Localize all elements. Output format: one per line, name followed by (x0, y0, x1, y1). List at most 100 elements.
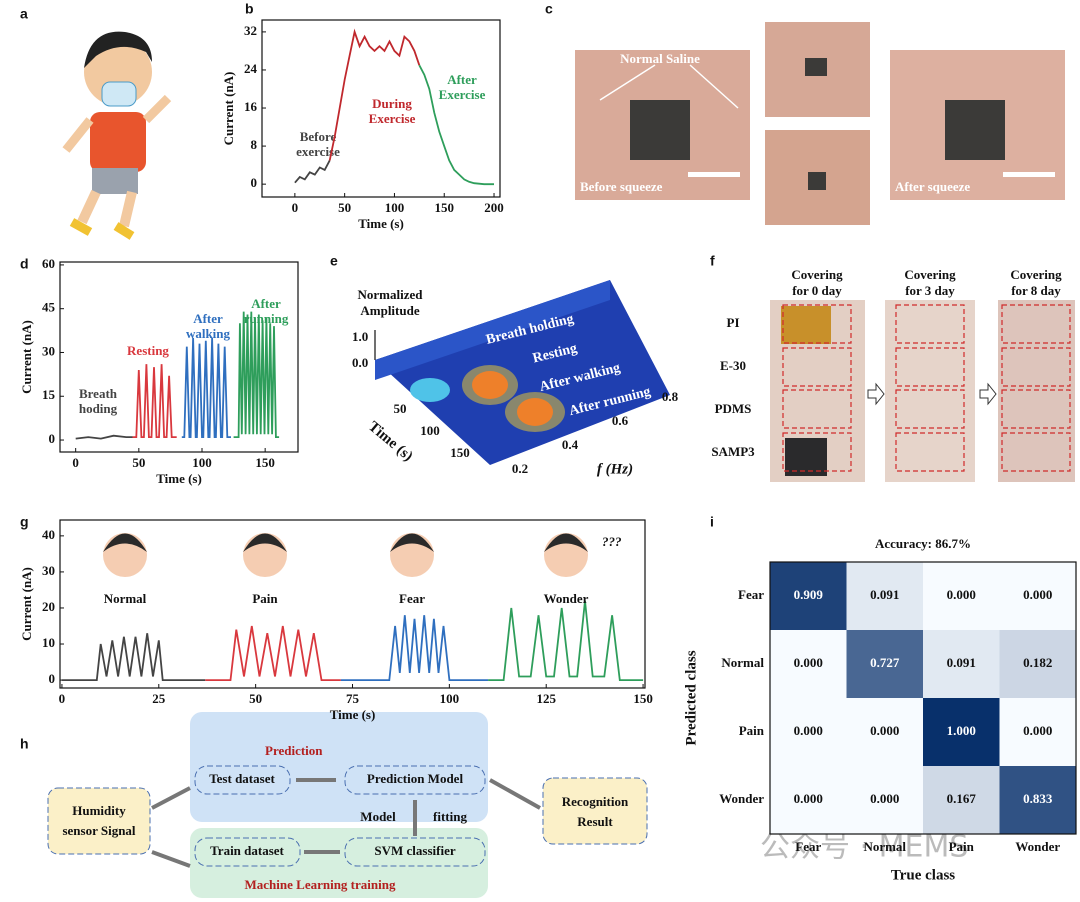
sample-box (782, 347, 852, 387)
line-series (340, 615, 489, 681)
runner-cartoon (62, 31, 172, 240)
row-label: SAMP3 (711, 444, 755, 459)
annotation: ??? (602, 534, 622, 549)
heatmap-cell (846, 766, 923, 834)
cell-label: 0.833 (1023, 791, 1053, 806)
column-header: for 0 day (792, 283, 842, 298)
x-tick-label: 200 (484, 200, 504, 215)
row-label: E-30 (720, 358, 746, 373)
y-tick-label: 40 (42, 527, 55, 542)
column-header: Covering (791, 267, 843, 282)
diagram-node: Humidity (72, 803, 126, 818)
diagram-node: Test dataset (209, 771, 275, 786)
series-label: Pain (252, 591, 278, 606)
heatmap-cell (846, 630, 923, 698)
series-label: Breath hoding (79, 386, 118, 416)
sample-box (782, 304, 852, 344)
series-label: Before exercise (296, 129, 340, 159)
sample-box (895, 347, 965, 387)
diagram-text: Model (360, 809, 396, 824)
tick-label: 0.2 (512, 461, 528, 476)
x-tick-label: 25 (152, 691, 166, 706)
cell-label: 1.000 (947, 723, 976, 738)
sample-box (1001, 347, 1071, 387)
hair (390, 533, 434, 552)
heatmap-cell (846, 562, 923, 630)
series-label: After running (244, 296, 289, 326)
y-tick-label: 10 (42, 635, 55, 650)
axis-label: Normalized (358, 287, 424, 302)
heatmap-cell (999, 562, 1076, 630)
x-axis-label: Time (s) (156, 471, 202, 486)
diagram-text: fitting (433, 809, 467, 824)
diagram-text: Machine Learning training (245, 877, 396, 892)
cell-label: 0.000 (794, 791, 823, 806)
y-axis-label: Predicted class (683, 650, 699, 745)
panel-label: d (20, 256, 29, 272)
heatmap-cell (770, 698, 847, 766)
column-header: Covering (1010, 267, 1062, 282)
panel-label: g (20, 514, 29, 530)
line-series (418, 64, 494, 186)
y-tick-label: Normal (721, 655, 764, 670)
diagram-node: Prediction Model (367, 771, 464, 786)
cell-label: 0.091 (947, 655, 976, 670)
series-label: After walking (186, 311, 231, 341)
diagram-text: Prediction (265, 743, 323, 758)
heatmap-cell (846, 698, 923, 766)
row-label: PI (727, 315, 740, 330)
tick-label: 1.0 (352, 329, 368, 344)
face-icon (243, 533, 287, 577)
tick-label: 0.6 (612, 413, 629, 428)
sample-box (782, 389, 852, 429)
sample-box (895, 389, 965, 429)
tick-label: 50 (394, 401, 407, 416)
diagram-node: Recognition (562, 794, 629, 809)
y-tick-label: 30 (42, 563, 55, 578)
line-series (233, 311, 280, 438)
cell-label: 0.091 (870, 587, 899, 602)
photos-f (770, 300, 1075, 482)
cell-label: 0.000 (870, 723, 899, 738)
watermark: 公众号 · MEMS (760, 830, 968, 865)
y-tick-label: 45 (42, 300, 56, 315)
x-tick-label: 0 (59, 691, 66, 706)
x-tick-label: Normal (863, 839, 906, 854)
y-tick-label: 15 (42, 387, 56, 402)
x-tick-label: 100 (440, 691, 460, 706)
photo-label: Before squeeze (580, 179, 663, 194)
diagram-node: Result (577, 814, 613, 829)
column-header: for 3 day (905, 283, 955, 298)
line-series (75, 434, 133, 440)
x-tick-label: Fear (795, 839, 821, 854)
hair (544, 533, 588, 552)
y-tick-label: 0 (49, 431, 56, 446)
cell-label: 0.000 (794, 655, 823, 670)
sample-box (895, 432, 965, 472)
line-series (328, 28, 421, 161)
line-series (181, 337, 231, 438)
photo-label: After squeeze (895, 179, 970, 194)
column-header: Covering (904, 267, 956, 282)
panel-label: a (20, 6, 28, 22)
x-tick-label: 125 (536, 691, 556, 706)
tick-label: 150 (450, 445, 470, 460)
x-tick-label: 50 (338, 200, 351, 215)
diagram-node: Train dataset (210, 843, 284, 858)
x-tick-label: 75 (346, 691, 360, 706)
y-tick-label: 24 (244, 61, 258, 76)
y-tick-label: 0 (49, 671, 56, 686)
hair (103, 533, 147, 552)
axis-label: f (Hz) (597, 461, 633, 477)
series-label: Resting (127, 343, 169, 358)
series-label: After Exercise (439, 72, 486, 102)
face-icon (390, 533, 434, 577)
series-label: During Exercise (369, 96, 416, 126)
cell-label: 0.167 (947, 791, 977, 806)
axes-frame (59, 261, 299, 453)
column-header: for 8 day (1011, 283, 1061, 298)
line-series (205, 625, 341, 681)
heatmap-cell (999, 766, 1076, 834)
sample-box (1001, 389, 1071, 429)
y-axis-label: Current (nA) (19, 320, 34, 394)
